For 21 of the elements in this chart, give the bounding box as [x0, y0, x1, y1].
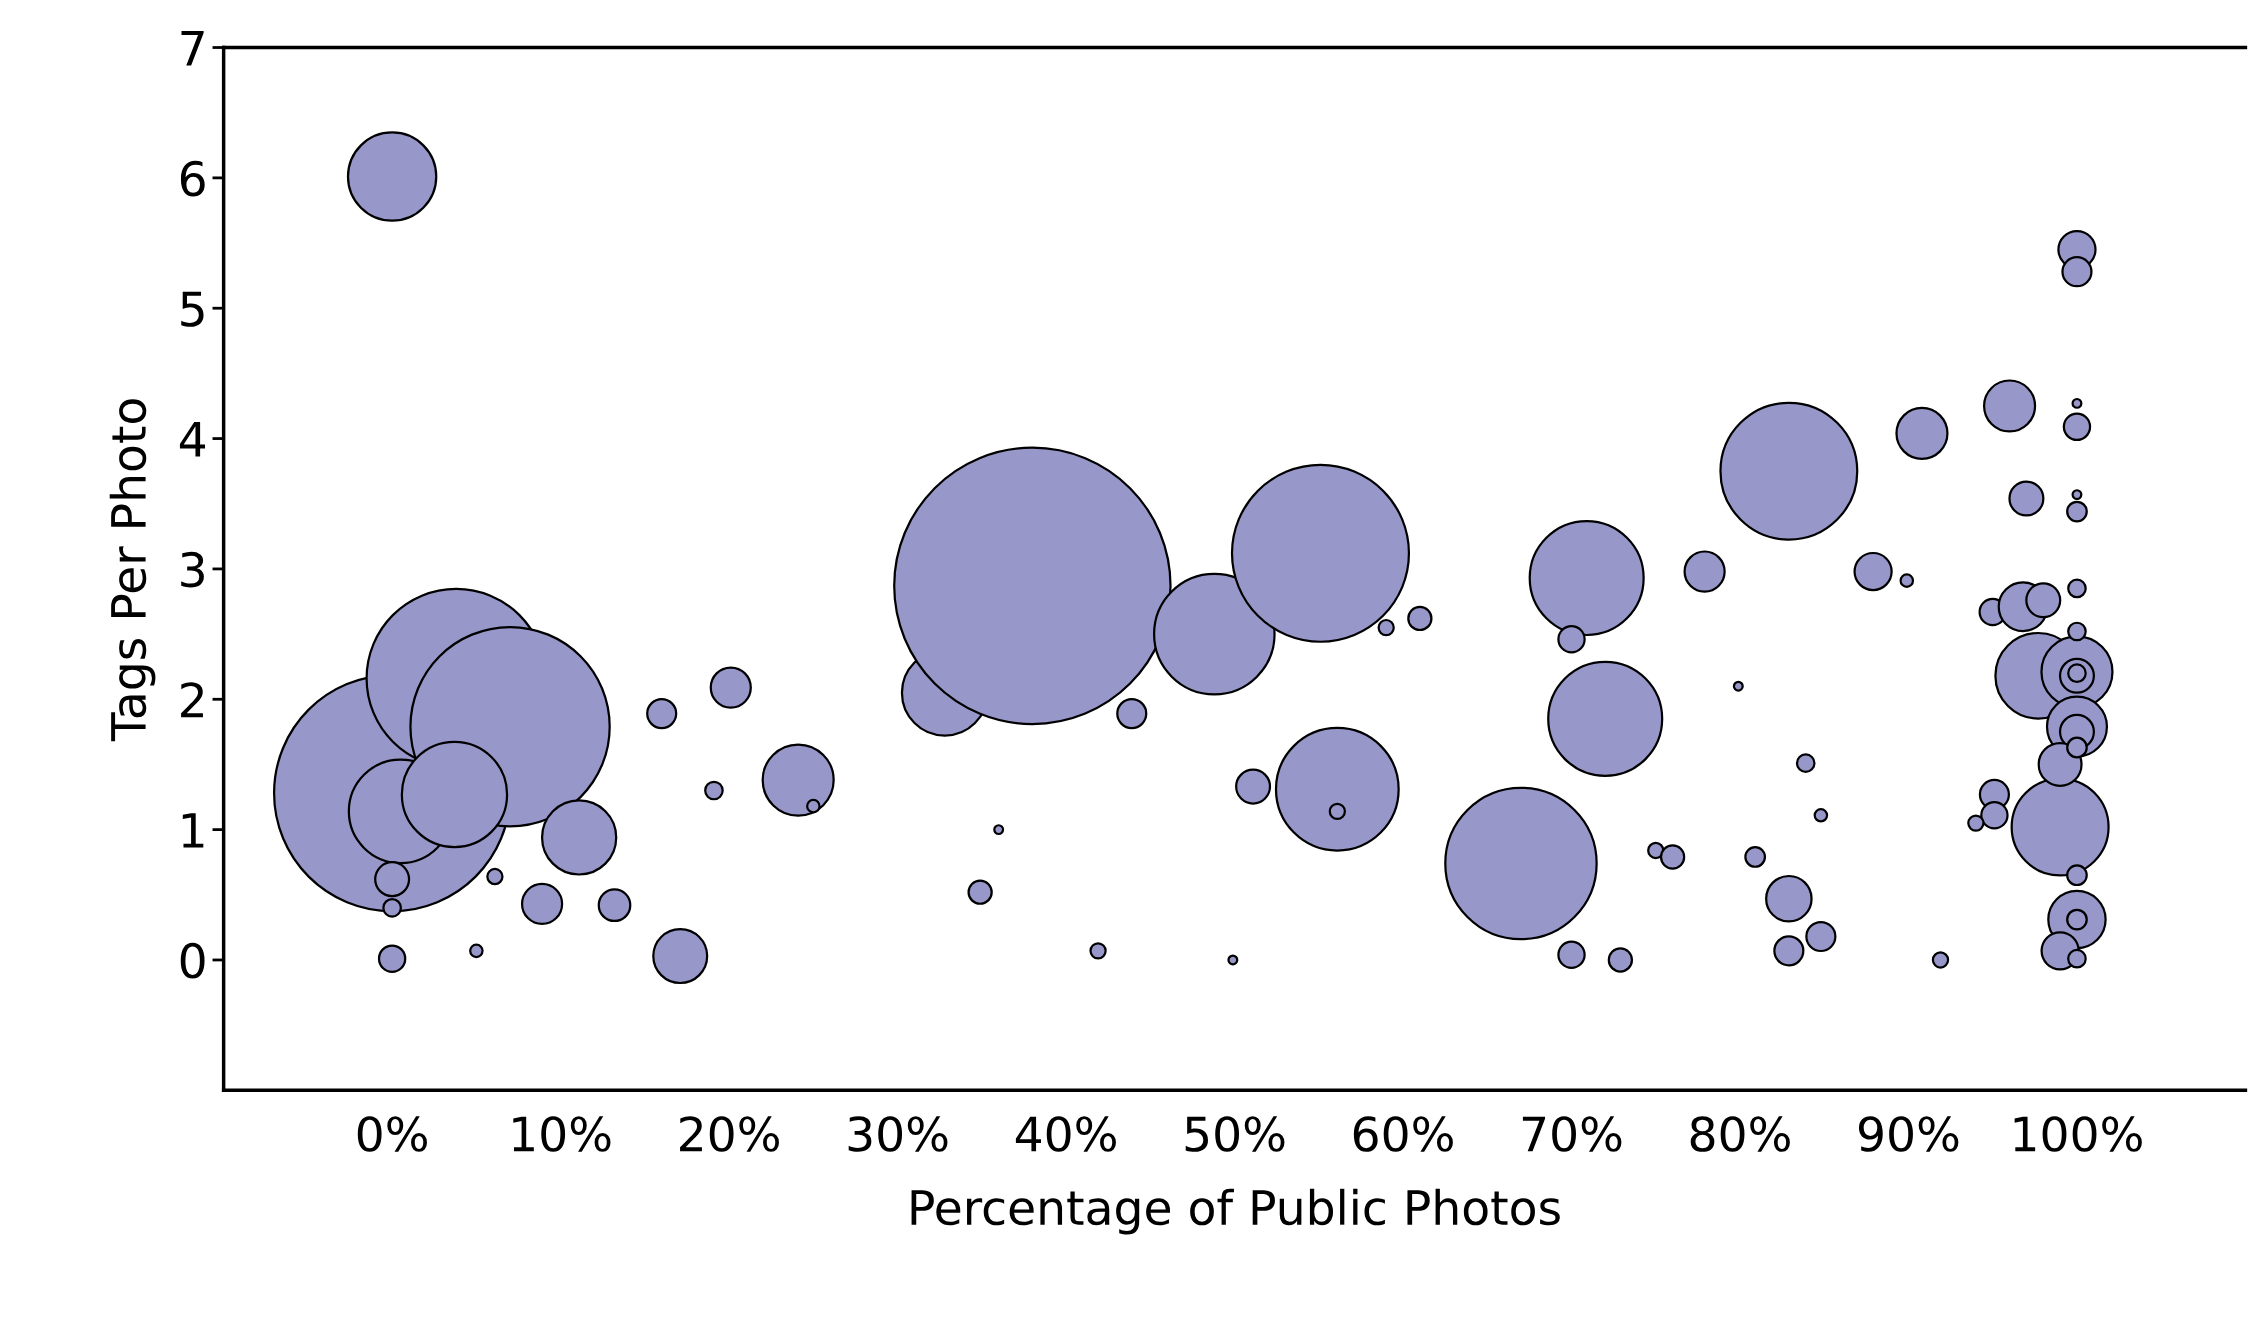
y-tick-label: 1: [182, 813, 204, 848]
x-tick-label: 30%: [848, 1116, 948, 1152]
x-axis-title: Percentage of Public Photos: [911, 1188, 1560, 1235]
x-tick-label: 10%: [513, 1116, 611, 1152]
x-tick-label: 60%: [1353, 1116, 1453, 1152]
x-tick-label: 100%: [2014, 1116, 2142, 1152]
x-tick-label: 80%: [1690, 1116, 1790, 1152]
y-tick-label: 4: [179, 422, 206, 457]
x-tick-label: 70%: [1522, 1116, 1622, 1152]
y-tick-label: 3: [181, 551, 204, 588]
y-tick-label: 7: [181, 31, 204, 66]
y-tick-label: 0: [180, 942, 205, 979]
y-tick-label: 6: [180, 160, 205, 197]
y-axis-title: Tags Per Photo: [109, 399, 156, 742]
y-tick-label: 2: [181, 682, 203, 718]
y-tick-label: 5: [181, 291, 204, 327]
x-tick-label: 50%: [1185, 1116, 1285, 1152]
x-tick-label: 90%: [1858, 1116, 1959, 1152]
x-tick-label: 20%: [680, 1116, 779, 1152]
x-tick-label: 0%: [357, 1116, 427, 1152]
x-tick-label: 40%: [1015, 1116, 1116, 1152]
